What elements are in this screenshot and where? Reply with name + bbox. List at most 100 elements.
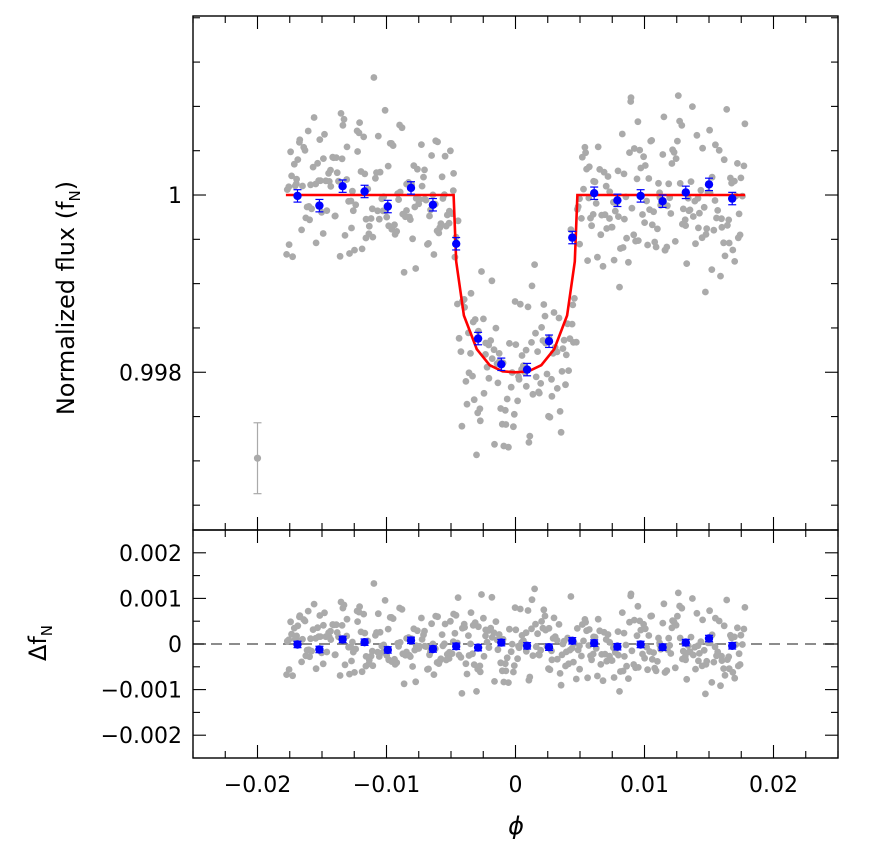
flux-scatter-point — [352, 201, 360, 209]
flux-panel-tick-labels: 0.998 1 — [119, 184, 182, 386]
residual-scatter-point — [406, 653, 414, 660]
residual-scatter-point — [422, 643, 430, 650]
flux-scatter-point — [667, 210, 675, 217]
residual-scatter-points — [283, 580, 749, 698]
residual-scatter-point — [428, 620, 435, 628]
residual-scatter-point — [476, 662, 484, 670]
residual-scatter-point — [307, 635, 314, 643]
flux-scatter-point — [582, 149, 589, 157]
flux-scatter-point — [555, 314, 563, 322]
flux-scatter-point — [670, 148, 678, 156]
flux-scatter-point — [505, 443, 512, 451]
residual-scatter-point — [514, 655, 521, 663]
residual-panel-frame — [192, 529, 839, 759]
flux-scatter-point — [516, 300, 524, 308]
residual-scatter-point — [469, 650, 476, 658]
flux-scatter-point — [376, 168, 384, 176]
flux-scatter-point — [585, 163, 593, 171]
flux-scatter-point — [361, 170, 369, 178]
flux-scatter-point — [702, 231, 710, 238]
flux-binned-points — [293, 177, 737, 377]
flux-scatter-point — [611, 207, 619, 215]
flux-scatter-point — [518, 352, 526, 359]
flux-scatter-point — [434, 138, 441, 146]
residual-scatter-point — [741, 604, 749, 611]
residual-scatter-point — [706, 607, 713, 615]
flux-scatter-point — [347, 197, 355, 205]
residual-scatter-point — [516, 605, 524, 613]
flux-scatter-point — [550, 309, 558, 316]
flux-scatter-point — [535, 389, 543, 397]
flux-scatter-point — [640, 153, 647, 161]
residual-scatter-point — [531, 585, 538, 593]
residual-scatter-point — [672, 621, 680, 629]
flux-scatter-point — [708, 266, 716, 273]
flux-scatter-point — [546, 413, 554, 421]
flux-scatter-point — [348, 224, 355, 232]
residual-scatter-point — [293, 632, 300, 640]
residual-scatter-point — [652, 667, 660, 675]
residual-scatter-point — [615, 651, 622, 659]
residual-scatter-point — [660, 600, 668, 608]
flux-scatter-point — [623, 234, 630, 242]
flux-scatter-point — [548, 375, 555, 383]
residual-scatter-point — [666, 642, 674, 649]
flux-scatter-point — [634, 237, 642, 245]
flux-scatter-point — [559, 345, 567, 352]
residual-scatter-point — [361, 629, 369, 637]
flux-scatter-point — [346, 250, 353, 257]
residual-scatter-point — [723, 596, 731, 604]
flux-scatter-point — [471, 316, 479, 323]
residual-scatter-point — [482, 632, 489, 640]
flux-scatter-point — [437, 220, 445, 228]
residual-scatter-point — [451, 629, 459, 637]
residual-scatter-point — [689, 651, 697, 659]
flux-scatter-point — [721, 252, 729, 260]
flux-scatter-point — [572, 338, 580, 346]
flux-scatter-point — [349, 207, 357, 215]
residual-scatter-point — [312, 665, 320, 673]
flux-binned-point — [293, 191, 302, 201]
flux-scatter-point — [331, 212, 339, 220]
residual-scatter-point — [512, 626, 520, 634]
flux-scatter-point — [306, 216, 313, 224]
typical-error-bar — [253, 422, 262, 495]
flux-scatter-point — [708, 173, 716, 181]
residual-scatter-point — [441, 640, 448, 648]
flux-scatter-point — [581, 143, 589, 151]
flux-scatter-point — [320, 155, 327, 163]
residual-scatter-point — [572, 675, 580, 683]
flux-scatter-point — [522, 382, 530, 390]
residual-scatter-point — [506, 625, 513, 633]
residual-scatter-point — [488, 593, 496, 601]
flux-scatter-point — [514, 397, 521, 405]
flux-axis-title-close: ) — [52, 181, 80, 190]
flux-scatter-point — [450, 170, 457, 177]
flux-scatter-point — [299, 182, 306, 190]
residual-scatter-point — [634, 602, 642, 610]
residual-scatter-point — [697, 638, 705, 645]
residual-scatter-point — [491, 678, 498, 685]
flux-scatter-point — [389, 142, 397, 150]
residual-scatter-point — [308, 647, 315, 655]
flux-scatter-point — [592, 200, 600, 207]
residual-scatter-point — [667, 650, 675, 657]
flux-scatter-point — [495, 350, 503, 357]
flux-scatter-point — [526, 432, 534, 440]
residual-scatter-point — [674, 589, 682, 597]
flux-scatter-point — [480, 315, 487, 323]
flux-scatter-point — [469, 372, 476, 380]
flux-scatter-point — [349, 187, 356, 195]
residual-scatter-point — [557, 681, 565, 689]
flux-scatter-point — [734, 160, 741, 167]
flux-scatter-point — [428, 152, 435, 159]
flux-scatter-point — [485, 374, 493, 382]
residual-scatter-point — [396, 639, 404, 646]
residual-scatter-point — [594, 672, 601, 680]
residual-scatter-point — [588, 656, 595, 664]
flux-scatter-point — [594, 253, 601, 261]
flux-binned-point — [338, 182, 347, 191]
residual-scatter-point — [441, 620, 449, 628]
residual-scatter-point — [529, 652, 537, 659]
flux-scatter-point — [616, 283, 623, 291]
